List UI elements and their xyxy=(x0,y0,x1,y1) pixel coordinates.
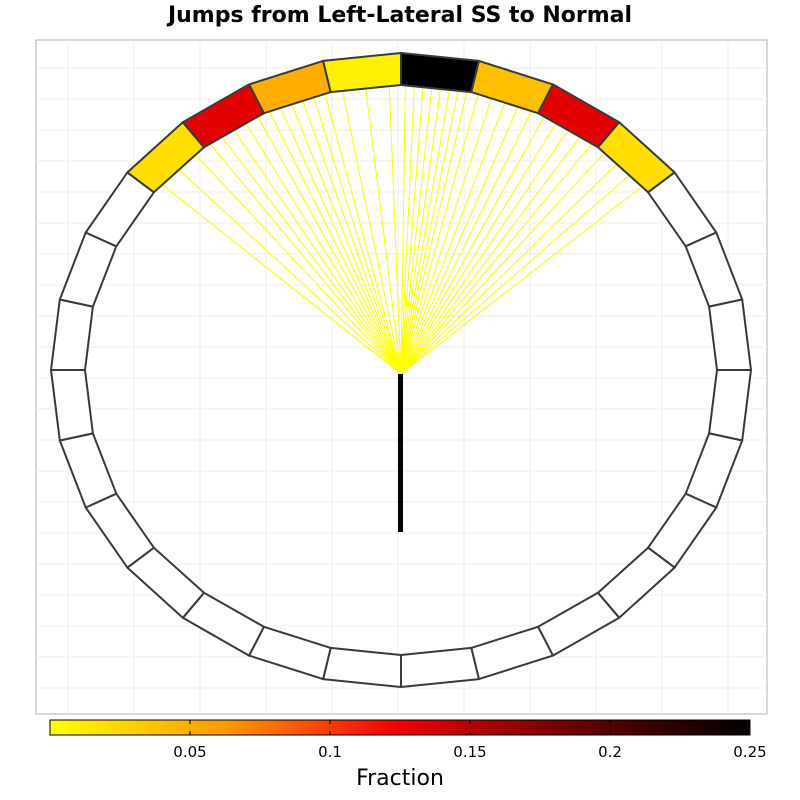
jump-line xyxy=(257,115,402,375)
jump-line xyxy=(400,110,533,375)
colorbar-tick-label: 0.1 xyxy=(318,743,342,761)
jump-line xyxy=(400,85,415,375)
jump-line xyxy=(313,95,402,375)
jump-line xyxy=(400,142,593,375)
jump-line xyxy=(209,142,402,375)
jump-line xyxy=(400,105,520,375)
jump-line xyxy=(400,100,506,375)
jump-line xyxy=(400,151,606,375)
colorbar-tick-label: 0.05 xyxy=(173,743,206,761)
jump-line xyxy=(400,121,558,375)
colorbar-tick-label: 0.25 xyxy=(733,743,766,761)
jump-line xyxy=(400,91,468,375)
jump-line xyxy=(301,99,402,375)
jump-line xyxy=(400,135,582,375)
colorbar-title: Fraction xyxy=(356,766,444,791)
jump-line xyxy=(400,96,493,375)
jump-line xyxy=(400,85,424,375)
jump-line xyxy=(400,86,433,375)
jump-line xyxy=(388,85,402,375)
colorbar: 0.05 0.1 0.15 0.2 0.25 Fraction xyxy=(49,719,767,791)
jump-line xyxy=(324,93,402,375)
jump-line xyxy=(244,121,402,375)
jump-line xyxy=(400,162,619,375)
jump-line xyxy=(400,115,545,375)
colorbar-gradient xyxy=(49,719,751,736)
jump-line xyxy=(177,168,402,375)
origin-bar xyxy=(398,374,403,532)
jump-line xyxy=(400,185,643,375)
jump-line xyxy=(232,128,402,375)
jump-line xyxy=(400,84,406,375)
jump-line xyxy=(290,102,402,375)
jump-line xyxy=(268,110,402,375)
colorbar-tick-label: 0.2 xyxy=(598,743,622,761)
jump-line xyxy=(400,93,479,375)
jump-line xyxy=(194,153,402,375)
ring-segment xyxy=(322,646,402,688)
jump-line xyxy=(400,87,442,375)
jump-line xyxy=(400,173,631,375)
jump-line xyxy=(161,183,402,375)
jump-line xyxy=(279,106,402,375)
ring-segment xyxy=(400,52,480,94)
jump-line xyxy=(220,135,402,375)
jump-line xyxy=(400,88,451,375)
jump-line xyxy=(400,128,570,375)
colorbar-tick-label: 0.15 xyxy=(453,743,486,761)
jump-lines xyxy=(161,84,643,375)
jump-line xyxy=(365,86,402,375)
colorbar-ticks: 0.05 0.1 0.15 0.2 0.25 xyxy=(173,720,767,761)
ring-segment xyxy=(400,646,480,688)
jump-line xyxy=(341,89,402,375)
chart-title: Jumps from Left-Lateral SS to Normal xyxy=(166,3,632,28)
jump-line xyxy=(400,89,459,375)
ring-segment xyxy=(322,52,402,94)
ring-segments xyxy=(50,52,752,688)
